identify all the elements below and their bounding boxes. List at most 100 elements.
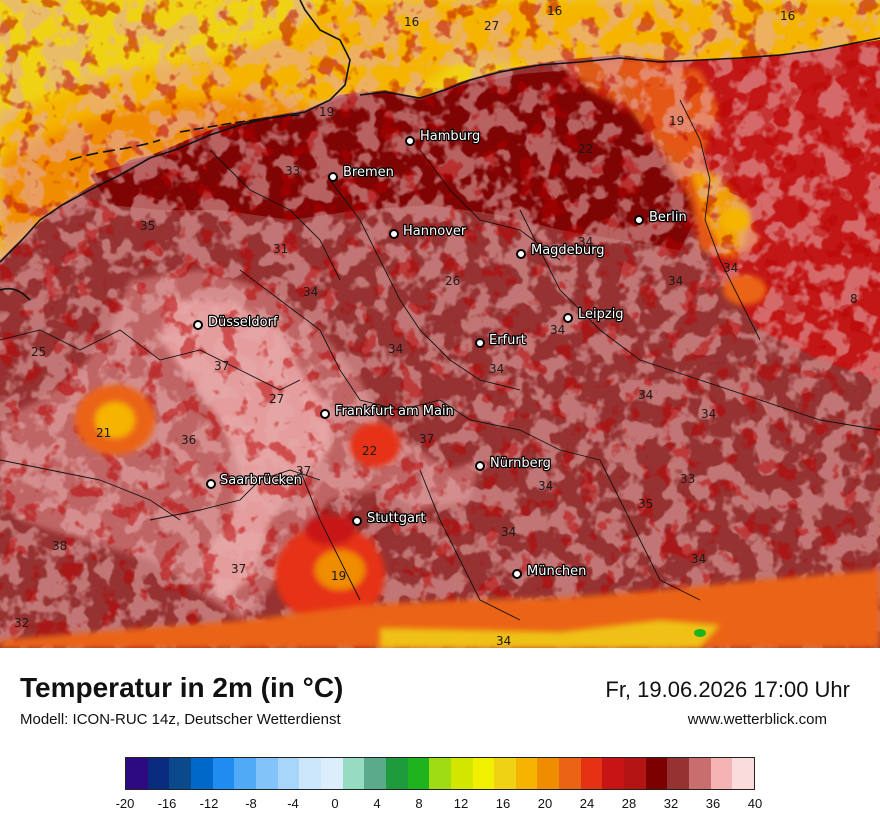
color-scale-ticks: -20 -16 -12 -8 -4 0 4 8 12 16 20 24 28 32 36 40 bbox=[116, 796, 763, 814]
value-label: 27 bbox=[269, 392, 284, 406]
color-swatch bbox=[559, 758, 581, 789]
city-label: Düsseldorf bbox=[208, 315, 278, 330]
value-label: 36 bbox=[181, 433, 196, 447]
city-marker-hannover: Hannover bbox=[389, 223, 468, 240]
value-label: 34 bbox=[668, 274, 683, 288]
city-marker-leipzig: Leipzig bbox=[563, 306, 625, 323]
value-label: 34 bbox=[388, 342, 403, 356]
color-swatch bbox=[710, 758, 733, 789]
color-swatch bbox=[429, 758, 451, 789]
value-label: 22 bbox=[362, 444, 377, 458]
color-swatch bbox=[364, 758, 386, 789]
color-swatch bbox=[602, 758, 625, 789]
scale-tick-label: 40 bbox=[747, 796, 763, 811]
alps-cool bbox=[380, 620, 720, 648]
value-label: 26 bbox=[445, 274, 460, 288]
forecast-datetime: Fr, 19.06.2026 17:00 Uhr bbox=[605, 677, 850, 702]
color-swatch bbox=[645, 758, 668, 789]
city-label: Stuttgart bbox=[367, 511, 425, 526]
value-label: 37 bbox=[231, 562, 246, 576]
value-label: 38 bbox=[371, 512, 386, 526]
city-label: München bbox=[527, 564, 586, 579]
color-swatch bbox=[537, 758, 560, 789]
color-swatch bbox=[147, 758, 170, 789]
color-swatch bbox=[190, 758, 213, 789]
value-label: 35 bbox=[638, 497, 653, 511]
value-label: 33 bbox=[285, 164, 300, 178]
scale-tick-label: -12 bbox=[199, 796, 219, 811]
map-title: Temperatur in 2m (in °C) bbox=[20, 672, 344, 703]
scale-tick-label: 8 bbox=[415, 796, 423, 811]
scale-tick-label: 16 bbox=[495, 796, 511, 811]
scale-tick-label: 28 bbox=[621, 796, 637, 811]
value-label: 32 bbox=[14, 616, 29, 630]
color-swatch bbox=[450, 758, 473, 789]
scale-tick-label: 0 bbox=[331, 796, 339, 811]
color-swatch bbox=[126, 758, 148, 789]
city-label: Magdeburg bbox=[531, 243, 605, 258]
city-label: Saarbrücken bbox=[220, 473, 302, 488]
city-marker-bremen: Bremen bbox=[328, 164, 395, 182]
scale-tick-label: 32 bbox=[663, 796, 679, 811]
value-label: 25 bbox=[31, 345, 46, 359]
value-label: 27 bbox=[484, 19, 499, 33]
value-label: 16 bbox=[547, 4, 562, 18]
city-marker-saarbruecken: Saarbrücken bbox=[206, 472, 303, 489]
color-swatch bbox=[472, 758, 495, 789]
scale-tick-label: -20 bbox=[115, 796, 135, 811]
color-swatch bbox=[277, 758, 300, 789]
color-swatch bbox=[299, 758, 321, 789]
value-label: 38 bbox=[52, 539, 67, 553]
city-marker-hamburg: Hamburg bbox=[405, 128, 481, 146]
color-swatch bbox=[494, 758, 516, 789]
city-marker-erfurt: Erfurt bbox=[475, 332, 527, 349]
texture-dark bbox=[0, 0, 880, 648]
city-marker-magdeburg: Magdeburg bbox=[516, 242, 606, 259]
color-swatch bbox=[732, 758, 755, 789]
coastlines bbox=[0, 0, 880, 301]
color-swatch bbox=[667, 758, 690, 789]
scale-tick-label: 20 bbox=[537, 796, 553, 811]
color-swatch bbox=[515, 758, 538, 789]
value-label: 34 bbox=[723, 261, 738, 275]
city-label: Hamburg bbox=[420, 129, 480, 144]
scale-tick-label: 36 bbox=[705, 796, 721, 811]
value-labels: 16 27 16 16 19 19 22 33 35 31 34 26 34 3… bbox=[14, 4, 858, 648]
value-label: 37 bbox=[296, 464, 311, 478]
value-label: 19 bbox=[331, 569, 346, 583]
value-label: 34 bbox=[496, 634, 511, 648]
color-swatch bbox=[255, 758, 278, 789]
value-label: 21 bbox=[96, 426, 111, 440]
scale-tick-label: -16 bbox=[157, 796, 177, 811]
website-link[interactable]: www.wetterblick.com bbox=[687, 711, 827, 728]
state-borders bbox=[0, 99, 880, 621]
value-label: 34 bbox=[701, 407, 716, 421]
color-scale bbox=[125, 757, 755, 790]
color-swatch bbox=[407, 758, 430, 789]
city-marker-nuernberg: Nürnberg bbox=[475, 455, 552, 472]
value-label: 34 bbox=[489, 362, 504, 376]
city-label: Leipzig bbox=[578, 307, 624, 322]
scale-tick-label: -4 bbox=[287, 796, 299, 811]
alps-cold-spot bbox=[694, 629, 706, 637]
color-swatch bbox=[212, 758, 235, 789]
cool-spots bbox=[75, 208, 767, 625]
city-label: Berlin bbox=[649, 210, 687, 225]
color-swatch bbox=[342, 758, 365, 789]
city-marker-frankfurt: Frankfurt am Main bbox=[320, 403, 455, 420]
value-label: 34 bbox=[578, 235, 593, 249]
city-marker-muenchen: München bbox=[512, 563, 588, 580]
temperature-map: 16 27 16 16 19 19 22 33 35 31 34 26 34 3… bbox=[0, 0, 880, 648]
color-swatch bbox=[624, 758, 646, 789]
value-label: 22 bbox=[578, 142, 593, 156]
color-swatch bbox=[689, 758, 711, 789]
value-label: 34 bbox=[501, 525, 516, 539]
city-marker-berlin: Berlin bbox=[634, 209, 688, 226]
value-label: 8 bbox=[850, 292, 858, 306]
city-marker-duesseldorf: Düsseldorf bbox=[193, 314, 279, 331]
city-markers: Hamburg Bremen Hannover Berlin Magdeburg… bbox=[193, 128, 688, 580]
value-label: 37 bbox=[419, 432, 434, 446]
value-label: 33 bbox=[680, 472, 695, 486]
color-swatch bbox=[320, 758, 343, 789]
value-label: 34 bbox=[691, 552, 706, 566]
